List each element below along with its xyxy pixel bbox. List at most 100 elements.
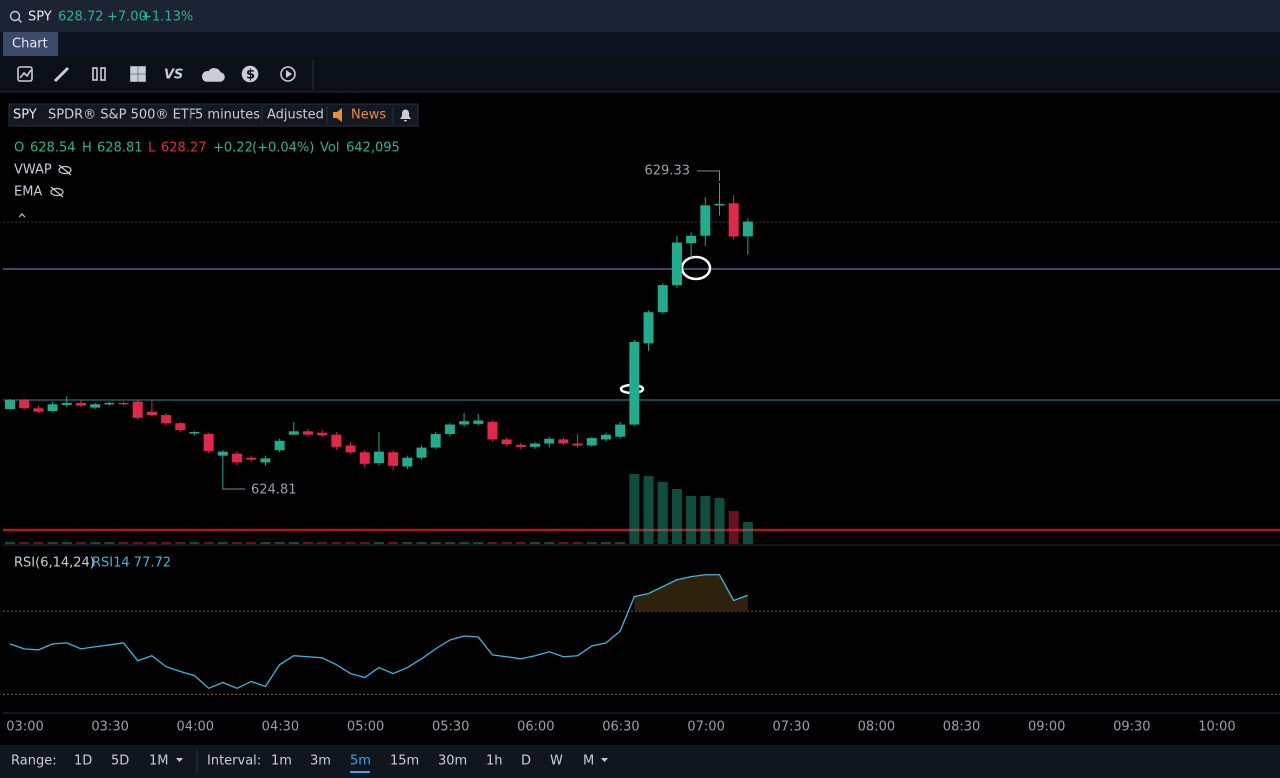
range-option[interactable]: 1M: [149, 754, 169, 769]
replay-icon[interactable]: [286, 70, 292, 78]
candle-body: [317, 432, 328, 436]
candle-body: [657, 285, 668, 313]
dollar-icon[interactable]: $: [246, 68, 255, 83]
ohlc-open: 628.54: [30, 141, 76, 156]
interval-option[interactable]: M: [583, 754, 594, 769]
interval-option[interactable]: D: [521, 754, 531, 769]
study-label[interactable]: EMA: [14, 185, 42, 200]
candle-icon[interactable]: [92, 67, 98, 81]
volume-bar: [118, 542, 129, 544]
x-tick-label: 09:00: [1028, 720, 1065, 735]
candle-body: [586, 438, 597, 446]
chart-icon[interactable]: [19, 69, 32, 79]
hidden-icon[interactable]: [50, 186, 64, 198]
volume-bar: [331, 542, 342, 544]
grid-icon[interactable]: [138, 74, 146, 82]
interval-option[interactable]: 30m: [438, 754, 467, 769]
dollar-icon[interactable]: [241, 65, 259, 83]
volume-bar: [232, 542, 243, 544]
volume-bar: [317, 542, 328, 544]
chart-area: [3, 93, 1280, 745]
range-option[interactable]: 1D: [74, 754, 92, 769]
volume-bar: [288, 542, 299, 544]
grid-icon[interactable]: [138, 66, 146, 74]
x-tick-label: 04:00: [177, 720, 214, 735]
toolbar: [0, 57, 1280, 92]
x-tick-label: 05:00: [347, 720, 384, 735]
candle-body: [742, 221, 753, 237]
tab-label[interactable]: Chart: [12, 37, 48, 52]
range-option[interactable]: 5D: [111, 754, 129, 769]
interval-option[interactable]: W: [550, 754, 563, 769]
candle-body: [558, 439, 569, 444]
candle-body: [643, 312, 654, 344]
volume-bar: [501, 542, 512, 544]
hidden-icon[interactable]: [58, 164, 72, 176]
interval-option[interactable]: 5m: [350, 754, 371, 769]
volume-bar: [61, 542, 72, 544]
news-icon[interactable]: [333, 108, 342, 122]
interval-option[interactable]: 1m: [271, 754, 292, 769]
candle-body: [714, 203, 725, 206]
hidden-icon[interactable]: [50, 187, 64, 197]
candle-body: [246, 457, 257, 460]
hidden-icon[interactable]: [58, 165, 72, 175]
x-tick-label: 06:00: [517, 720, 554, 735]
header-news[interactable]: News: [351, 108, 386, 123]
candle-body: [544, 438, 555, 444]
ohlc-change-pct: (+0.04%): [252, 141, 314, 156]
replay-icon[interactable]: [280, 66, 296, 82]
interval-option[interactable]: 15m: [390, 754, 419, 769]
candle-body: [288, 431, 299, 435]
interval-option[interactable]: 1h: [486, 754, 503, 769]
tab[interactable]: [3, 32, 58, 56]
ohlc-high: 628.81: [97, 141, 143, 156]
x-tick-label: 07:30: [773, 720, 810, 735]
candle-body: [217, 451, 228, 456]
volume-bar: [5, 542, 15, 544]
grid-icon[interactable]: [130, 66, 138, 74]
volume-bar: [359, 542, 370, 544]
draw-icon[interactable]: [53, 66, 70, 83]
ohlc-label: Vol: [320, 141, 339, 156]
volume-bar: [700, 496, 711, 544]
candle-body: [175, 423, 186, 430]
collapse-icon[interactable]: [18, 213, 26, 218]
candle-body: [302, 431, 313, 435]
compare-icon[interactable]: VS: [164, 68, 183, 83]
candle-body: [19, 400, 30, 409]
chart-icon[interactable]: [17, 66, 33, 82]
x-tick-label: 04:30: [262, 720, 299, 735]
search-symbol[interactable]: SPY: [28, 10, 52, 25]
interval-option[interactable]: 3m: [310, 754, 331, 769]
range-label: Range:: [11, 754, 57, 769]
study-label[interactable]: VWAP: [14, 163, 52, 178]
volume-bar: [203, 542, 214, 544]
x-tick-label: 03:30: [91, 720, 128, 735]
volume-bar: [47, 542, 58, 544]
header-interval[interactable]: 5 minutes: [195, 108, 260, 123]
header-adjustment[interactable]: Adjusted: [267, 108, 324, 123]
candle-icon[interactable]: [100, 67, 106, 81]
candle-body: [686, 235, 697, 244]
candle-body: [430, 434, 441, 448]
ohlc-label: O: [14, 141, 24, 156]
volume-bar: [615, 542, 626, 544]
volume-bar: [530, 542, 541, 544]
volume-bar: [686, 496, 697, 544]
volume-bar: [175, 542, 186, 544]
high-annotation: 629.33: [645, 164, 691, 179]
cloud-icon[interactable]: [202, 68, 225, 82]
x-tick-label: 05:30: [432, 720, 469, 735]
header-symbol[interactable]: SPY: [13, 108, 37, 123]
candle-body: [345, 445, 356, 453]
grid-icon[interactable]: [130, 74, 138, 82]
candle-body: [232, 453, 243, 463]
interval-label: Interval:: [207, 754, 261, 769]
alert-icon[interactable]: [400, 109, 411, 122]
volume-bar: [544, 542, 555, 544]
annotation-leader: [697, 170, 720, 181]
search-price: 628.72: [58, 10, 104, 25]
search-icon: [18, 19, 22, 23]
header-bar: [8, 103, 419, 127]
